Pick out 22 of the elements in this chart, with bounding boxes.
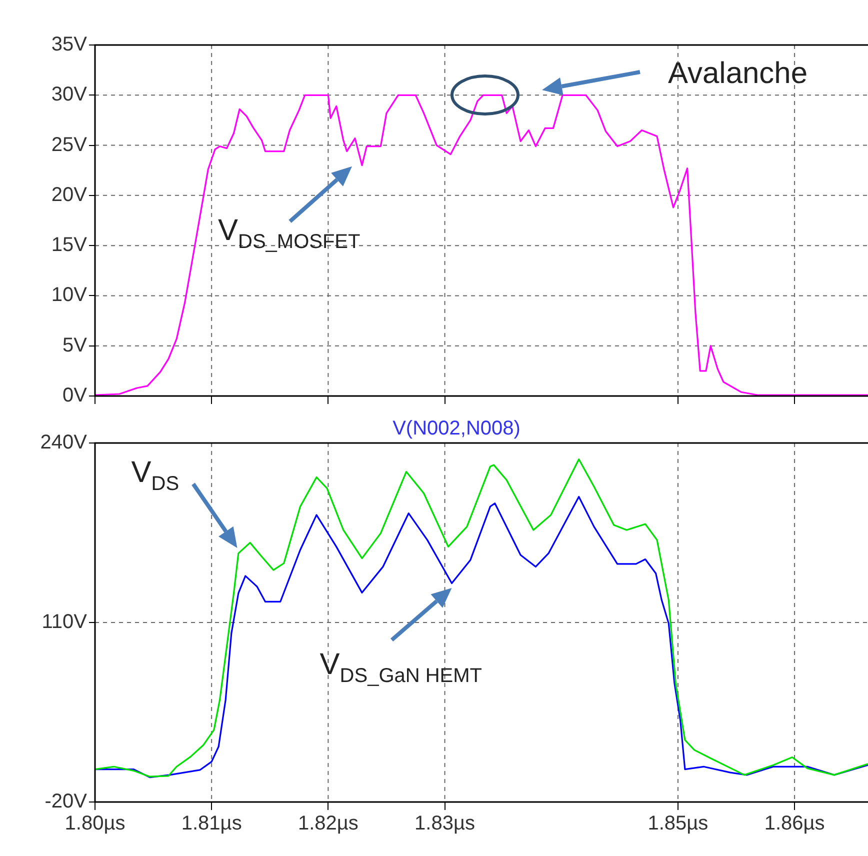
x-tick-label: 1.81µs (181, 812, 242, 835)
y-tick-label: 0V (62, 384, 88, 407)
y-tick-label: 15V (51, 234, 88, 256)
y-tick-label: 240V (40, 432, 88, 454)
x-tick-label: 1.82µs (298, 812, 358, 835)
x-tick-label: 1.83µs (414, 812, 475, 835)
x-tick-label: 1.85µs (648, 812, 708, 835)
annotation: V$_{DS}$ (131, 456, 180, 495)
y-tick-label: -20V (44, 790, 88, 813)
x-tick-label: 1.80µs (64, 812, 126, 835)
y-tick-label: 20V (51, 184, 88, 206)
y-tick-label: 110V (42, 611, 88, 634)
y-tick-label: 30V (51, 84, 88, 106)
annotation: V$_{DS_MOSFET}$ (218, 214, 360, 254)
annotation: V$_{DS_GaN HEMT}$ (320, 648, 482, 687)
y-tick-label: 35V (51, 34, 88, 56)
y-tick-label: 10V (51, 284, 88, 306)
chart-title: V(N002,N008) (392, 418, 520, 440)
annotation: Avalanche (668, 57, 808, 90)
y-tick-label: 25V (51, 134, 88, 156)
y-tick-label: 5V (62, 334, 88, 356)
x-tick-label: 1.86µs (764, 812, 825, 835)
